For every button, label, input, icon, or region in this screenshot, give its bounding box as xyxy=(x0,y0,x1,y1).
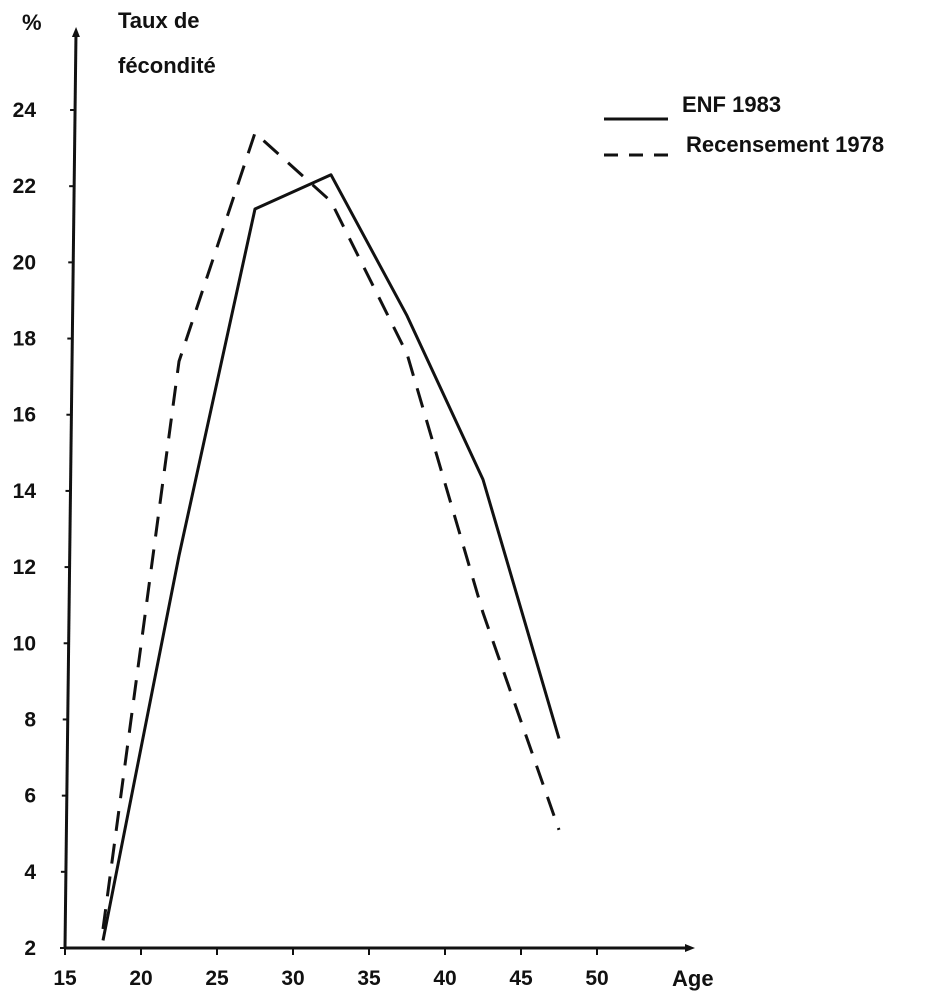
y-tick-label: 14 xyxy=(13,480,37,503)
y-tick-label: 2 xyxy=(24,937,36,960)
y-tick-label: 24 xyxy=(13,99,37,122)
y-axis xyxy=(63,27,80,949)
series-line-recensement-1978 xyxy=(101,131,561,930)
x-axis-title: Age xyxy=(672,966,714,991)
x-tick-label: 20 xyxy=(129,967,152,990)
series-line-enf-1983 xyxy=(101,173,561,941)
x-tick-label: 30 xyxy=(281,967,304,990)
y-tick-label: 22 xyxy=(13,175,36,198)
y-tick-label: 8 xyxy=(24,708,36,731)
y-tick-label: 4 xyxy=(24,861,36,884)
y-tick-label: 10 xyxy=(13,632,36,655)
y-axis-title-line-1: Taux de xyxy=(118,8,200,33)
y-tick-label: 18 xyxy=(13,328,37,351)
x-tick-label: 25 xyxy=(205,967,229,990)
legend-label-recensement-1978: Recensement 1978 xyxy=(686,132,884,157)
y-unit-label: % xyxy=(22,10,42,35)
series-layer xyxy=(101,131,561,941)
x-tick-label: 45 xyxy=(509,967,533,990)
y-tick-label: 20 xyxy=(13,251,36,274)
x-tick-labels: 15 20 25 30 35 40 45 50 xyxy=(53,948,609,990)
legend-label-enf-1983: ENF 1983 xyxy=(682,92,781,117)
x-tick-label: 50 xyxy=(585,967,608,990)
y-tick-label: 6 xyxy=(24,785,36,808)
x-tick-label: 35 xyxy=(357,967,381,990)
x-tick-label: 40 xyxy=(433,967,456,990)
y-tick-label: 16 xyxy=(13,404,36,427)
x-tick-label: 15 xyxy=(53,967,77,990)
y-axis-title-line-2: fécondité xyxy=(118,53,216,78)
y-tick-label: 12 xyxy=(13,556,36,579)
legend: ENF 1983 Recensement 1978 xyxy=(604,92,884,157)
